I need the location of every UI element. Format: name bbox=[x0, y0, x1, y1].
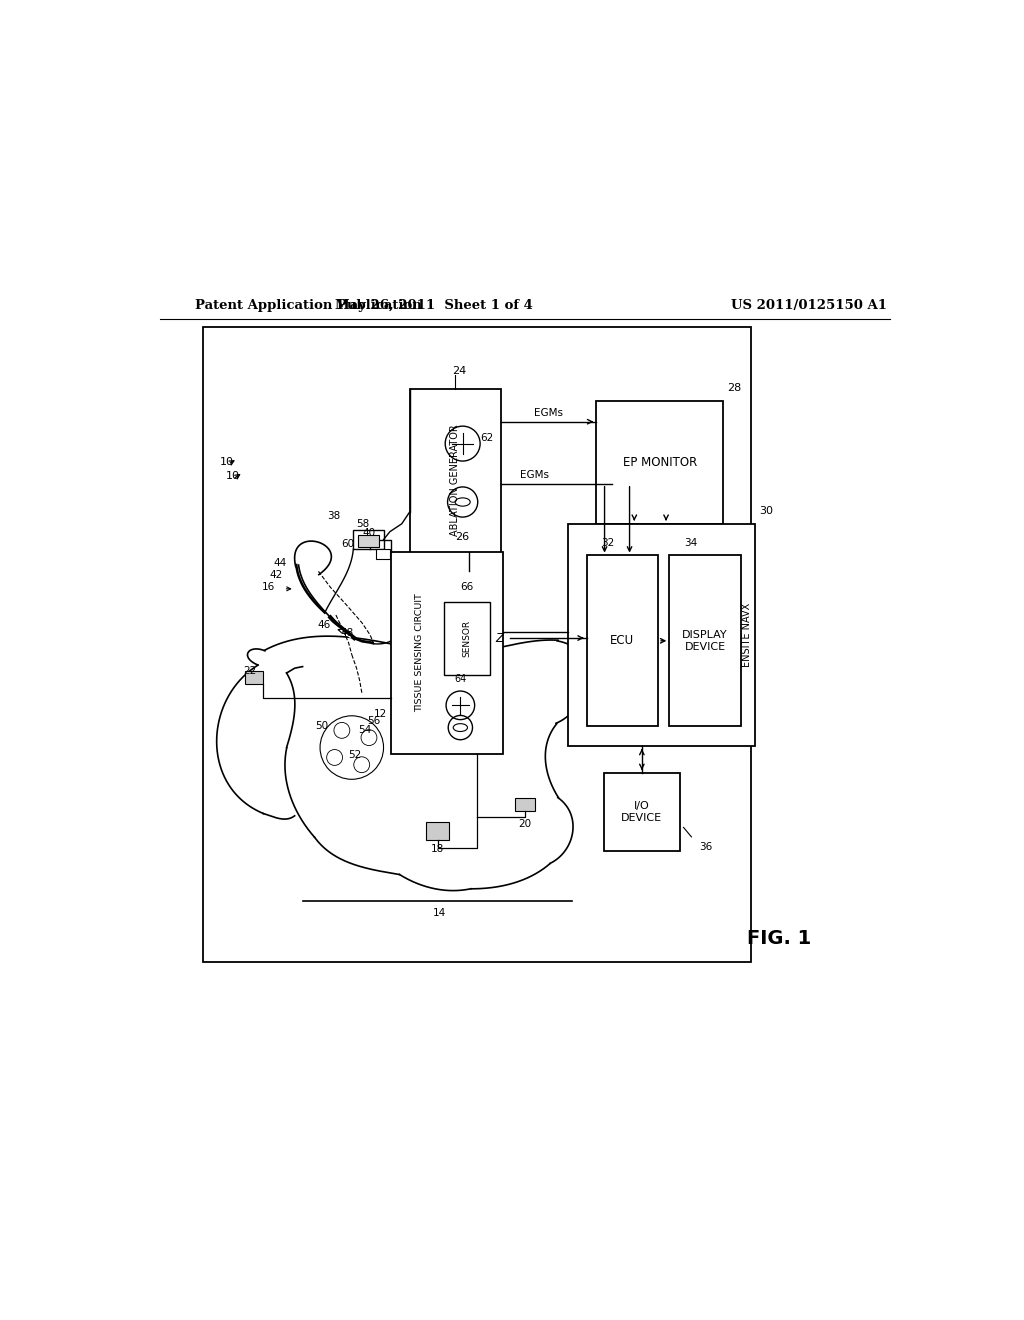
FancyBboxPatch shape bbox=[670, 556, 740, 726]
FancyBboxPatch shape bbox=[515, 799, 536, 810]
Text: SENSOR: SENSOR bbox=[463, 619, 471, 656]
Text: 26: 26 bbox=[455, 532, 469, 543]
Text: 44: 44 bbox=[273, 558, 287, 569]
Text: 48: 48 bbox=[341, 628, 354, 639]
Text: May 26, 2011  Sheet 1 of 4: May 26, 2011 Sheet 1 of 4 bbox=[335, 300, 532, 312]
Text: 46: 46 bbox=[317, 620, 331, 631]
Text: FIG. 1: FIG. 1 bbox=[746, 928, 811, 948]
Text: 34: 34 bbox=[684, 537, 697, 548]
Text: 64: 64 bbox=[455, 675, 467, 684]
Text: EGMs: EGMs bbox=[520, 470, 549, 480]
Text: 18: 18 bbox=[431, 845, 444, 854]
Text: 40: 40 bbox=[362, 528, 375, 539]
FancyBboxPatch shape bbox=[358, 535, 379, 546]
FancyBboxPatch shape bbox=[353, 531, 384, 549]
Text: 10: 10 bbox=[225, 471, 240, 480]
Text: 30: 30 bbox=[759, 506, 773, 516]
Text: 16: 16 bbox=[261, 582, 274, 593]
Text: 60: 60 bbox=[341, 539, 354, 549]
Text: 10: 10 bbox=[220, 457, 234, 467]
Text: 42: 42 bbox=[269, 570, 283, 581]
FancyBboxPatch shape bbox=[596, 401, 723, 524]
Text: 36: 36 bbox=[699, 842, 713, 851]
FancyBboxPatch shape bbox=[604, 774, 680, 850]
Text: Z: Z bbox=[496, 631, 504, 644]
Text: 52: 52 bbox=[348, 751, 361, 760]
Text: TISSUE SENSING CIRCUIT: TISSUE SENSING CIRCUIT bbox=[415, 593, 424, 713]
Text: Patent Application Publication: Patent Application Publication bbox=[196, 300, 422, 312]
FancyBboxPatch shape bbox=[376, 549, 390, 560]
Text: EGMs: EGMs bbox=[535, 408, 563, 418]
FancyBboxPatch shape bbox=[426, 822, 450, 840]
Text: 22: 22 bbox=[244, 665, 257, 676]
FancyBboxPatch shape bbox=[587, 556, 658, 726]
Text: 28: 28 bbox=[727, 383, 741, 393]
Text: ECU: ECU bbox=[610, 635, 635, 647]
Text: EP MONITOR: EP MONITOR bbox=[623, 455, 697, 469]
Text: 32: 32 bbox=[601, 537, 614, 548]
Text: 54: 54 bbox=[358, 725, 372, 735]
Text: 12: 12 bbox=[374, 709, 387, 719]
Text: 50: 50 bbox=[314, 721, 328, 731]
Text: US 2011/0125150 A1: US 2011/0125150 A1 bbox=[731, 300, 887, 312]
FancyBboxPatch shape bbox=[410, 389, 501, 572]
FancyBboxPatch shape bbox=[443, 602, 489, 675]
Text: 24: 24 bbox=[453, 367, 467, 376]
Text: 62: 62 bbox=[480, 433, 494, 444]
Text: ABLATION GENERATOR: ABLATION GENERATOR bbox=[451, 424, 461, 536]
FancyBboxPatch shape bbox=[568, 524, 755, 746]
Text: DISPLAY
DEVICE: DISPLAY DEVICE bbox=[682, 630, 728, 652]
Text: ENSITE NAVX: ENSITE NAVX bbox=[742, 603, 752, 667]
Text: 20: 20 bbox=[518, 818, 531, 829]
FancyBboxPatch shape bbox=[246, 672, 263, 684]
FancyBboxPatch shape bbox=[391, 552, 503, 754]
Text: 14: 14 bbox=[432, 908, 445, 917]
Text: I/O
DEVICE: I/O DEVICE bbox=[622, 801, 663, 822]
Text: 38: 38 bbox=[328, 511, 341, 521]
Text: 66: 66 bbox=[460, 582, 473, 591]
Text: 56: 56 bbox=[368, 715, 381, 726]
Text: 58: 58 bbox=[356, 519, 370, 529]
